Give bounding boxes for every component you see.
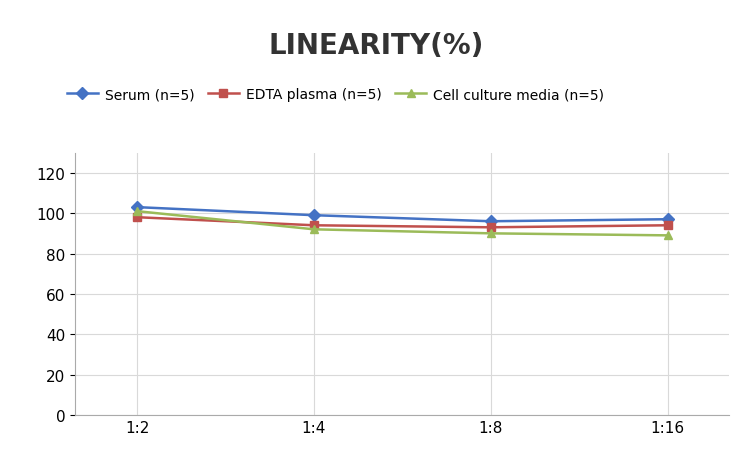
Cell culture media (n=5)	[487, 231, 496, 236]
Cell culture media (n=5)	[132, 209, 141, 214]
Cell culture media (n=5)	[309, 227, 318, 233]
Legend: Serum (n=5), EDTA plasma (n=5), Cell culture media (n=5): Serum (n=5), EDTA plasma (n=5), Cell cul…	[67, 88, 604, 102]
Line: EDTA plasma (n=5): EDTA plasma (n=5)	[133, 214, 672, 232]
Serum (n=5)	[487, 219, 496, 225]
EDTA plasma (n=5)	[487, 225, 496, 230]
Line: Serum (n=5): Serum (n=5)	[133, 203, 672, 226]
EDTA plasma (n=5)	[132, 215, 141, 221]
Serum (n=5)	[132, 205, 141, 210]
EDTA plasma (n=5)	[663, 223, 672, 229]
EDTA plasma (n=5)	[309, 223, 318, 229]
Serum (n=5)	[309, 213, 318, 218]
Cell culture media (n=5)	[663, 233, 672, 239]
Text: LINEARITY(%): LINEARITY(%)	[268, 32, 484, 60]
Serum (n=5)	[663, 217, 672, 222]
Line: Cell culture media (n=5): Cell culture media (n=5)	[133, 207, 672, 240]
